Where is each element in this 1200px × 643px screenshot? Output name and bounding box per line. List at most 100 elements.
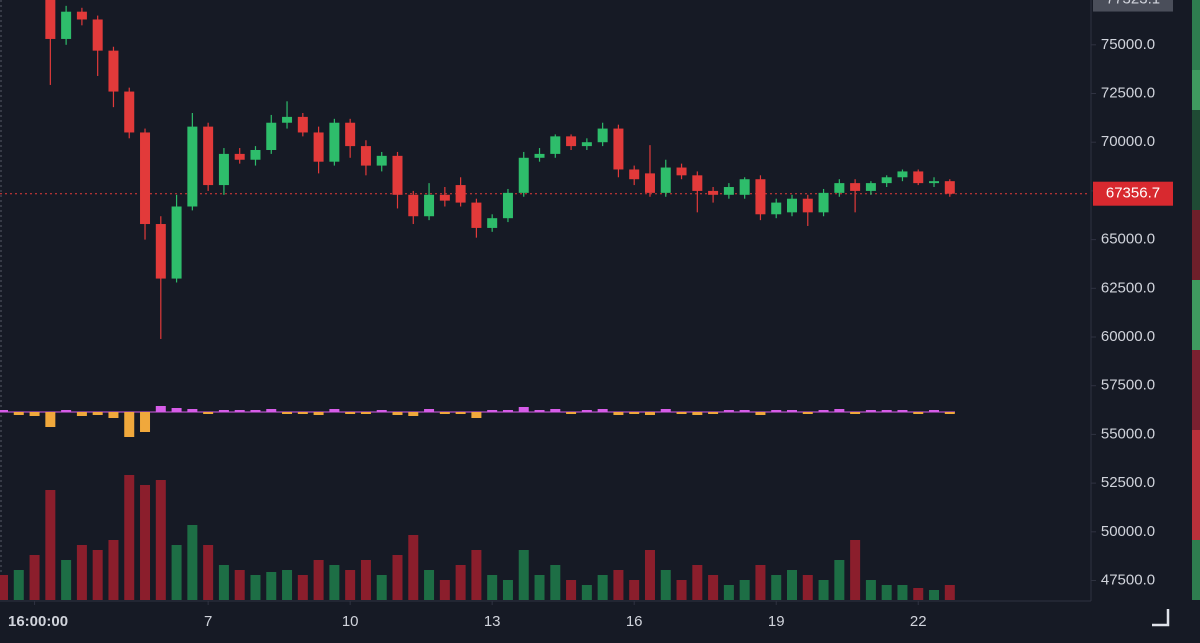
volume-bar [771,575,782,600]
oscillator-bar [913,412,924,414]
oscillator-bar [723,410,734,412]
oscillator-bar [108,412,119,418]
oscillator-bar [13,412,24,415]
volume-bar [644,550,655,600]
oscillator-bar [865,410,876,412]
oscillator-bar [881,410,892,412]
oscillator-bar [676,412,687,414]
candle-body [534,153,545,158]
y-tick-label: 72500.0 [1101,84,1155,101]
candle-body [439,194,450,201]
oscillator-bar [566,412,577,414]
oscillator-bar [439,412,450,414]
candle-body [155,224,166,279]
oscillator-bar [455,412,466,414]
volume-bar [913,588,924,600]
volume-bar [297,575,308,600]
volume-bar [739,580,750,600]
volume-bar [723,585,734,600]
y-tick-label: 47500.0 [1101,571,1155,588]
candle-body [739,179,750,195]
volume-bar [455,565,466,600]
oscillator-bar [534,410,545,412]
candle-body [329,122,340,162]
volume-bar [218,565,229,600]
oscillator-bar [266,409,277,412]
volume-bar [360,560,371,600]
volume-bar [802,575,813,600]
volume-bar [944,585,955,600]
candle-body [408,194,419,217]
volume-bar [313,560,324,600]
candle-body [613,128,624,170]
oscillator-bar [834,409,845,412]
candle-body [360,146,371,166]
volume-bar [660,570,671,600]
candle-body [818,192,829,213]
oscillator-bar [613,412,624,415]
volume-bar [266,572,277,600]
oscillator-bar [408,412,419,416]
candle-body [944,181,955,194]
volume-bar [13,570,24,600]
volume-bar [676,580,687,600]
volume-bar [408,535,419,600]
candle-body [644,173,655,193]
oscillator-bar [61,410,72,412]
candle-body [755,179,766,215]
volume-bar [502,580,513,600]
oscillator-bar [360,412,371,414]
corner-icon[interactable] [1152,609,1170,627]
candle-body [850,183,861,191]
candle-body [313,132,324,162]
candle-body [234,153,245,160]
volume-bar [282,570,293,600]
oscillator-bar [124,412,135,437]
candle-body [487,218,498,228]
oscillator-bar [313,412,324,415]
volume-bar [329,565,340,600]
volume-bar [439,580,450,600]
oscillator-bar [29,412,40,416]
volume-bar [92,550,103,600]
volume-bar [629,580,640,600]
oscillator-bar [818,410,829,412]
volume-bar [108,540,119,600]
volume-bar [708,575,719,600]
candle-body [865,183,876,191]
oscillator-bar [0,410,8,412]
oscillator-bar [581,410,592,412]
candle-body [897,171,908,178]
volume-bar [550,565,561,600]
y-tick-label: 50000.0 [1101,523,1155,540]
candle-body [61,11,72,39]
candle-body [802,198,813,213]
volume-bar [124,475,135,600]
oscillator-bar [155,406,166,412]
oscillator-bar [234,410,245,412]
y-tick-label: 52500.0 [1101,474,1155,491]
candle-body [250,150,261,160]
volume-bar [0,575,8,600]
oscillator-bar [739,410,750,412]
volume-bar [692,565,703,600]
last-price-box [1093,181,1173,206]
volume-bar [155,480,166,600]
oscillator-bar [771,410,782,412]
oscillator-bar [76,412,87,416]
volume-bar [234,570,245,600]
candle-body [787,198,797,213]
candle-body [771,202,782,215]
candle-body [92,19,103,51]
x-tick-label: 16 [626,613,643,630]
y-tick-label: 55000.0 [1101,425,1155,442]
candle-body [376,155,387,166]
candle-body [550,136,561,154]
volume-bar [45,490,56,600]
oscillator-bar [250,410,261,412]
oscillator-bar [629,412,640,414]
x-tick-label: 22 [910,613,927,630]
volume-bar [140,485,151,600]
